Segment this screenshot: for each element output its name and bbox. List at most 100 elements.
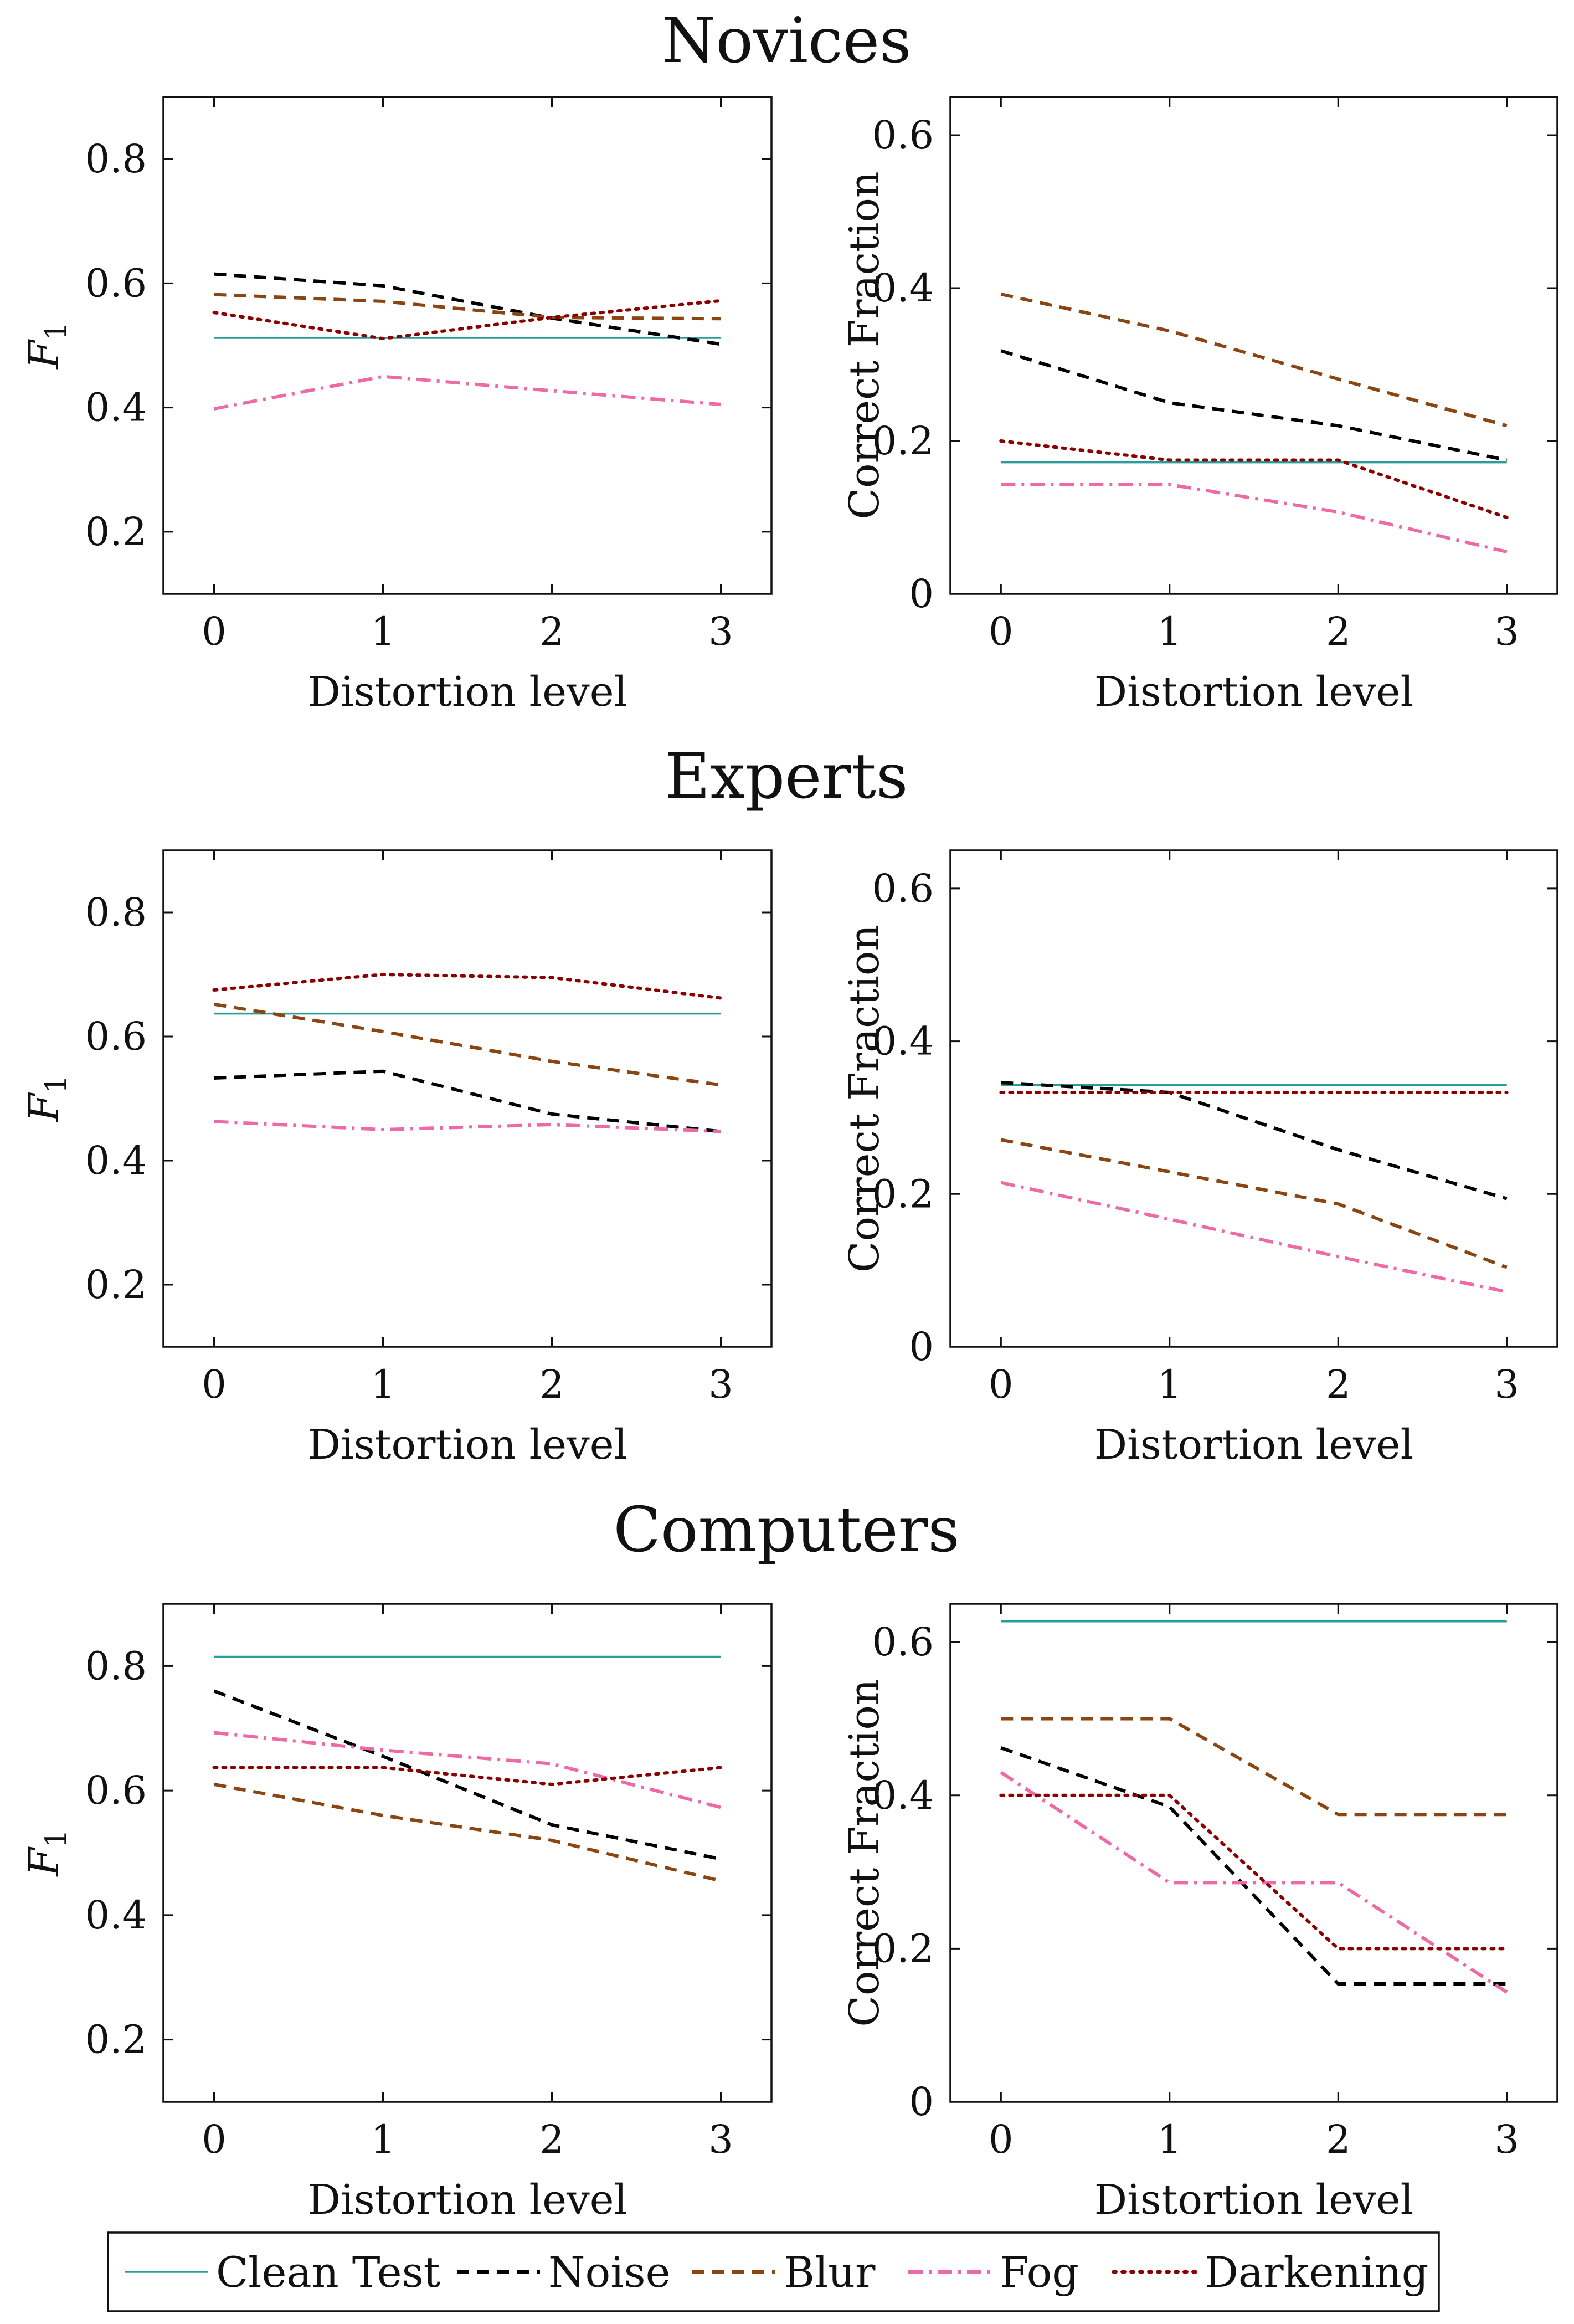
axes-frame: [162, 96, 773, 595]
series-line-darkening: [999, 1793, 1509, 1951]
legend-label-blur: Blur: [784, 2248, 876, 2297]
x-tick-label: 1: [1158, 2117, 1182, 2162]
y-tick-label: 0.2: [85, 2017, 147, 2063]
series-line-noise: [1000, 349, 1508, 462]
series-line-blur: [1000, 1138, 1508, 1269]
x-tick-label: 0: [989, 609, 1014, 654]
x-tick-label: 1: [1158, 609, 1182, 654]
series-line-fog: [214, 1120, 721, 1133]
y-axis-label: Correct Fraction: [841, 1679, 888, 2027]
x-tick-label: 1: [371, 609, 395, 654]
y-tick-label: 0.8: [85, 1643, 147, 1689]
y-tick-label: 0.2: [872, 1926, 934, 1971]
group-title: Novices: [661, 5, 911, 77]
x-tick-label: 0: [989, 1362, 1014, 1407]
panel-computers-correct-fraction: 0 0.2 0.4 0.6 0 1 2 3 Distortion level Correct Fr…: [841, 1603, 1558, 2224]
legend-label-darkening: Darkening: [1205, 2248, 1428, 2297]
y-axis-label: F1: [20, 1075, 73, 1123]
series-line-darkening: [999, 439, 1509, 519]
x-tick-label: 1: [371, 1362, 395, 1407]
x-tick-label: 2: [539, 1362, 564, 1407]
y-tick-label: 0.8: [85, 136, 147, 182]
x-tick-label: 2: [1326, 609, 1351, 654]
series-line-blur: [1000, 293, 1508, 428]
panel-computers-f1: 0.2 0.4 0.6 0.8 0 1 2 3 Distortion level F1: [20, 1603, 773, 2224]
y-tick-label: 0.6: [85, 1768, 147, 1813]
series-line-noise: [1001, 1081, 1508, 1201]
series-line-darkening: [212, 973, 723, 1000]
x-tick-label: 0: [989, 2117, 1014, 2162]
series-line-noise: [1000, 1746, 1507, 1986]
axes-frame: [162, 849, 773, 1348]
y-tick-label: 0.6: [85, 260, 147, 306]
x-tick-label: 0: [202, 1362, 227, 1407]
x-axis-label: Distortion level: [1094, 2176, 1414, 2224]
series-line-noise: [213, 1689, 722, 1861]
panel-experts-correct-fraction: 0 0.2 0.4 0.6 0 1 2 3 Distortion level Correct Fr…: [841, 849, 1558, 1469]
axes-frame: [949, 1603, 1558, 2103]
x-tick-label: 2: [1326, 1362, 1351, 1407]
legend-label-fog: Fog: [1000, 2248, 1079, 2297]
y-tick-label: 0: [909, 571, 934, 617]
y-tick-label: 0.4: [85, 385, 147, 430]
axes-frame: [949, 849, 1558, 1348]
y-tick-label: 0.2: [85, 1262, 147, 1307]
panel-novices-f1: 0.2 0.4 0.6 0.8 0 1 2 3 Distortion level F1: [20, 96, 773, 716]
y-tick-label: 0.6: [872, 112, 934, 158]
x-tick-label: 3: [708, 609, 733, 654]
panel-experts-f1: 0.2 0.4 0.6 0.8 0 1 2 3 Distortion level F1: [20, 849, 773, 1469]
y-tick-label: 0.6: [872, 1619, 934, 1665]
x-axis-label: Distortion level: [1094, 1421, 1414, 1469]
group-title: Experts: [665, 741, 908, 813]
series-line-blur: [214, 1002, 721, 1087]
y-axis-label: Correct Fraction: [841, 925, 888, 1273]
x-tick-label: 0: [202, 2117, 227, 2162]
x-tick-label: 1: [1158, 1362, 1182, 1407]
y-tick-label: 0.6: [85, 1014, 147, 1059]
y-tick-label: 0.6: [872, 866, 934, 911]
series-line-fog: [214, 1731, 722, 1809]
series-line-blur: [1001, 1717, 1507, 1817]
y-tick-label: 0.4: [872, 265, 934, 311]
x-tick-label: 3: [708, 2117, 733, 2162]
x-tick-label: 0: [202, 609, 227, 654]
y-tick-label: 0.2: [85, 509, 147, 555]
y-axis-label: Correct Fraction: [841, 171, 888, 519]
y-tick-label: 0.4: [872, 1019, 934, 1064]
y-axis-label: F1: [20, 322, 73, 370]
x-tick-label: 2: [1326, 2117, 1351, 2162]
y-axis-label: F1: [20, 1829, 73, 1877]
y-tick-label: 0.4: [85, 1892, 147, 1938]
series-line-fog: [1001, 483, 1508, 554]
x-axis-label: Distortion level: [308, 1421, 627, 1469]
x-axis-label: Distortion level: [308, 668, 627, 716]
x-tick-label: 3: [708, 1362, 733, 1407]
y-tick-label: 0.4: [872, 1773, 934, 1818]
series-line-blur: [214, 293, 721, 321]
series-line-darkening: [212, 299, 723, 341]
x-tick-label: 3: [1494, 1362, 1519, 1407]
y-tick-label: 0.2: [872, 1171, 934, 1217]
y-tick-label: 0.4: [85, 1138, 147, 1183]
axes-frame: [162, 1603, 773, 2103]
panel-novices-correct-fraction: 0 0.2 0.4 0.6 0 1 2 3 Distortion level Correct Fr…: [841, 96, 1558, 716]
group-title: Computers: [613, 1494, 959, 1566]
x-tick-label: 1: [371, 2117, 395, 2162]
y-tick-label: 0: [909, 1324, 934, 1369]
legend-label-clean-test: Clean Test: [216, 2248, 440, 2297]
series-line-darkening: [212, 1766, 723, 1786]
legend-label-noise: Noise: [548, 2248, 671, 2297]
x-tick-label: 3: [1494, 609, 1519, 654]
series-line-fog: [213, 374, 721, 411]
x-tick-label: 2: [539, 2117, 564, 2162]
x-axis-label: Distortion level: [1094, 668, 1414, 716]
x-tick-label: 2: [539, 609, 564, 654]
series-line-blur: [213, 1782, 722, 1883]
y-tick-label: 0: [909, 2079, 934, 2125]
series-line-noise: [214, 272, 721, 346]
x-axis-label: Distortion level: [308, 2176, 627, 2224]
y-tick-label: 0.2: [872, 418, 934, 464]
x-tick-label: 3: [1494, 2117, 1519, 2162]
axes-frame: [949, 96, 1558, 595]
